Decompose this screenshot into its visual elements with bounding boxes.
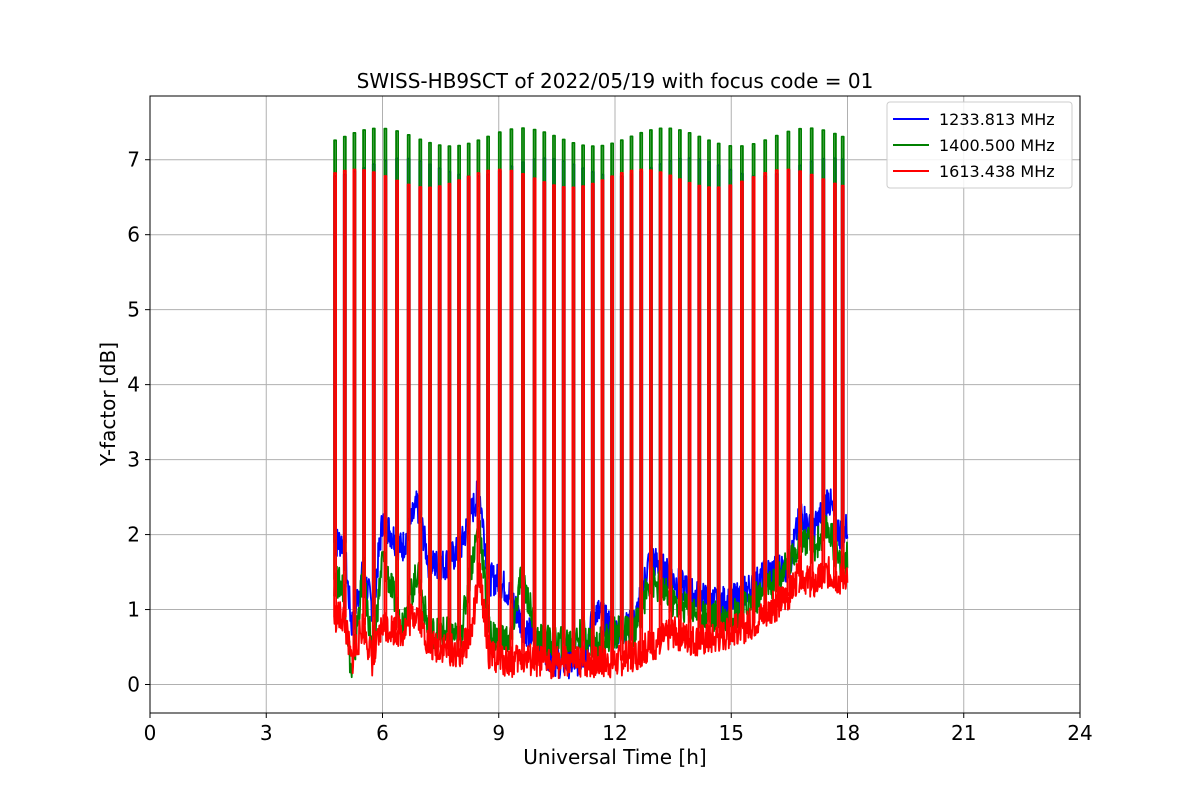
- x-tick-label: 0: [144, 721, 157, 745]
- y-tick-label: 3: [127, 448, 140, 472]
- y-tick-label: 5: [127, 298, 140, 322]
- data-series: [333, 127, 849, 680]
- y-tick-label: 2: [127, 523, 140, 547]
- series-line: [333, 127, 849, 679]
- x-tick-label: 9: [492, 721, 505, 745]
- x-tick-label: 12: [602, 721, 627, 745]
- series-line: [333, 168, 849, 680]
- legend-label: 1613.438 MHz: [939, 162, 1055, 181]
- x-tick-label: 18: [835, 721, 860, 745]
- legend-box: [886, 101, 1073, 189]
- chart-title: SWISS-HB9SCT of 2022/05/19 with focus co…: [357, 69, 874, 93]
- x-tick-label: 21: [951, 721, 976, 745]
- y-tick-label: 0: [127, 673, 140, 697]
- y-axis-label: Y-factor [dB]: [96, 342, 120, 467]
- legend: 1233.813 MHz 1400.500 MHz 1613.438 MHz: [886, 101, 1073, 189]
- y-tick-label: 7: [127, 148, 140, 172]
- legend-label: 1233.813 MHz: [939, 110, 1055, 129]
- x-tick-label: 3: [260, 721, 273, 745]
- x-axis-label: Universal Time [h]: [523, 745, 706, 769]
- legend-label: 1400.500 MHz: [939, 136, 1055, 155]
- y-tick-label: 6: [127, 223, 140, 247]
- y-tick-label: 1: [127, 598, 140, 622]
- x-tick-label: 6: [376, 721, 389, 745]
- x-tick-label: 15: [719, 721, 744, 745]
- y-tick-label: 4: [127, 373, 140, 397]
- x-tick-label: 24: [1067, 721, 1092, 745]
